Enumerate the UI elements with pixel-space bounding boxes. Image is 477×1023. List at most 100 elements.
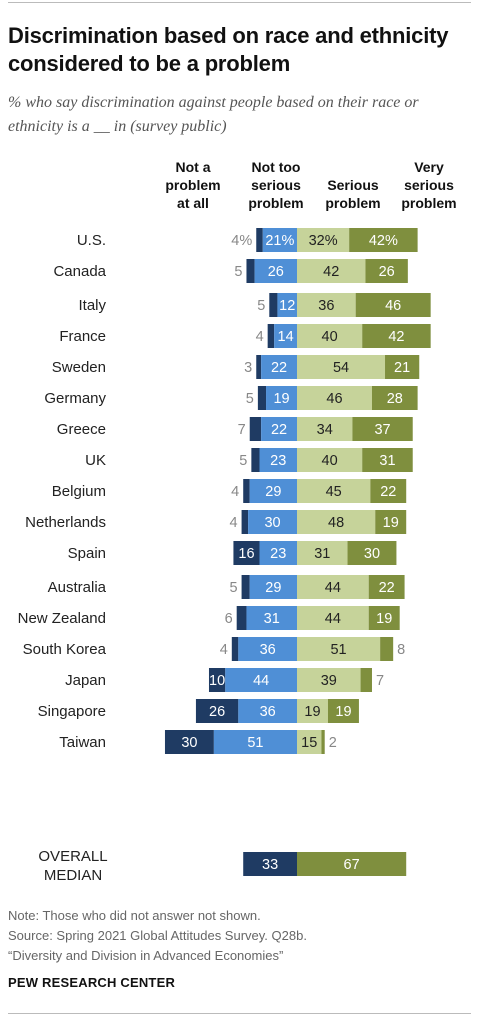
bar-japan-s3 [360, 668, 372, 692]
value-label-greece-s3: 37 [374, 422, 390, 438]
bar-france-s1 [274, 324, 297, 348]
bar-canada-s0 [246, 259, 255, 283]
value-label-japan-s0: 10 [209, 673, 225, 689]
bar-greece-s3 [352, 417, 413, 441]
bottom-rule [8, 1013, 471, 1014]
value-label-spain-s1: 23 [270, 546, 286, 562]
bar-south-korea-s3 [380, 637, 394, 661]
value-label-singapore-s2: 19 [304, 704, 320, 720]
footnote: Note: Those who did not answer not shown… [8, 908, 261, 923]
column-header-very-serious: Very serious problem [401, 159, 457, 211]
bar-canada-s1 [254, 259, 297, 283]
row-label-france: France [59, 328, 106, 345]
value-label-italy-s1: 12 [279, 298, 295, 314]
bar-australia-s2 [297, 575, 369, 599]
value-label-france-s3: 42 [388, 329, 404, 345]
value-label-spain-s0: 16 [238, 546, 254, 562]
bar-sweden-s3 [385, 355, 420, 379]
value-label-australia-s0: 5 [230, 580, 238, 596]
bar-spain-s3 [347, 541, 397, 565]
bar-sweden-s2 [297, 355, 386, 379]
bar-canada-s2 [297, 259, 366, 283]
value-label-germany-s1: 19 [273, 391, 289, 407]
bar-netherlands-s3 [375, 510, 407, 534]
bar-greece-s2 [297, 417, 353, 441]
bar-japan-s2 [297, 668, 361, 692]
bar-u-s--s3 [349, 228, 418, 252]
row-label-new-zealand: New Zealand [18, 610, 106, 627]
column-header-serious: Serious problem [325, 177, 381, 211]
bar-sweden-s0 [256, 355, 262, 379]
value-label-canada-s0: 5 [234, 264, 242, 280]
value-label-south-korea-s2: 51 [330, 642, 346, 658]
bar-germany-s2 [297, 386, 372, 410]
bar-south-korea-s1 [238, 637, 297, 661]
report-title: “Diversity and Division in Advanced Econ… [8, 948, 284, 963]
bar-south-korea-s2 [297, 637, 381, 661]
value-label-new-zealand-s1: 31 [264, 611, 280, 627]
value-label-canada-s3: 26 [379, 264, 395, 280]
bar-singapore-s0 [195, 699, 239, 723]
bar-japan-s0 [208, 668, 226, 692]
row-label-japan: Japan [65, 672, 106, 689]
value-label-singapore-s1: 36 [260, 704, 276, 720]
row-label-singapore: Singapore [38, 703, 106, 720]
value-label-netherlands-s1: 30 [264, 515, 280, 531]
value-label-france-s0: 4 [256, 329, 264, 345]
bar-u-s--s0 [256, 228, 263, 252]
value-label-new-zealand-s2: 44 [325, 611, 341, 627]
value-label-belgium-s3: 22 [380, 484, 396, 500]
bar-singapore-s2 [297, 699, 328, 723]
value-label-greece-s0: 7 [238, 422, 246, 438]
bar-belgium-s3 [370, 479, 407, 503]
bar-south-korea-s0 [231, 637, 239, 661]
value-label-south-korea-s1: 36 [260, 642, 276, 658]
bar-taiwan-s3 [321, 730, 325, 754]
value-label-taiwan-s1: 51 [247, 735, 263, 751]
median-value-s1: 67 [344, 857, 360, 873]
row-label-belgium: Belgium [52, 483, 106, 500]
bar-singapore-s1 [238, 699, 297, 723]
value-label-france-s1: 14 [278, 329, 294, 345]
value-label-spain-s2: 31 [314, 546, 330, 562]
bar-germany-s0 [257, 386, 267, 410]
bar-australia-s3 [368, 575, 405, 599]
value-label-sweden-s3: 21 [394, 360, 410, 376]
bar-netherlands-s0 [241, 510, 249, 534]
value-label-belgium-s1: 29 [265, 484, 281, 500]
value-label-sweden-s2: 54 [333, 360, 349, 376]
bar-new-zealand-s2 [297, 606, 369, 630]
value-label-singapore-s3: 19 [335, 704, 351, 720]
column-header-not-too-serious: Not too serious problem [248, 159, 304, 211]
row-label-uk: UK [85, 452, 106, 469]
value-label-japan-s2: 39 [321, 673, 337, 689]
row-label-spain: Spain [68, 545, 106, 562]
bar-germany-s1 [266, 386, 297, 410]
value-label-south-korea-s0: 4 [220, 642, 228, 658]
value-label-australia-s3: 22 [379, 580, 395, 596]
bar-belgium-s1 [249, 479, 297, 503]
bar-new-zealand-s0 [236, 606, 247, 630]
bar-uk-s2 [297, 448, 363, 472]
value-label-spain-s3: 30 [364, 546, 380, 562]
bar-netherlands-s2 [297, 510, 376, 534]
column-header-not-a-problem: Not a problem at all [165, 159, 221, 211]
value-label-new-zealand-s3: 19 [376, 611, 392, 627]
brand-logo-text: PEW RESEARCH CENTER [8, 975, 176, 990]
bar-new-zealand-s3 [368, 606, 400, 630]
median-label: OVERALL MEDIAN [38, 848, 107, 884]
value-label-uk-s2: 40 [322, 453, 338, 469]
row-label-canada: Canada [53, 263, 106, 280]
value-label-taiwan-s3: 2 [329, 735, 337, 751]
bar-france-s0 [267, 324, 275, 348]
bar-taiwan-s1 [213, 730, 297, 754]
value-label-netherlands-s0: 4 [230, 515, 238, 531]
value-label-singapore-s0: 26 [209, 704, 225, 720]
value-label-greece-s1: 22 [271, 422, 287, 438]
bar-belgium-s0 [243, 479, 250, 503]
bar-italy-s2 [297, 293, 356, 317]
value-label-france-s2: 40 [322, 329, 338, 345]
bar-uk-s3 [362, 448, 413, 472]
bar-sweden-s1 [261, 355, 297, 379]
